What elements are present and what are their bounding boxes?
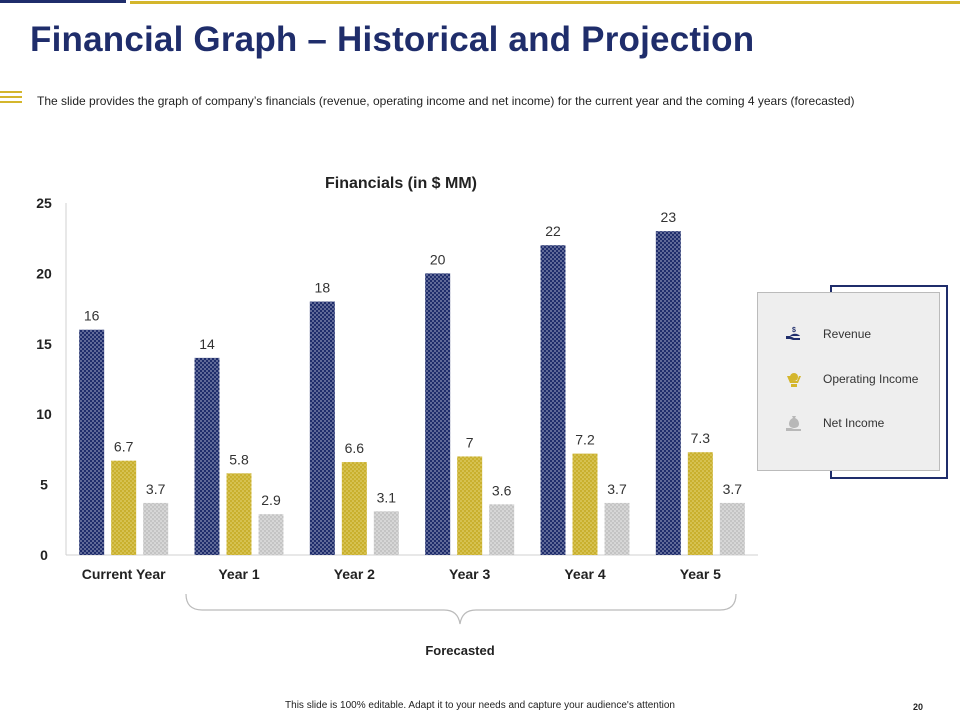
- bar-value-label: 3.1: [377, 489, 397, 505]
- bar-operating-income: [457, 456, 483, 555]
- bar-value-label: 7.3: [691, 430, 711, 446]
- bar-value-label: 6.7: [114, 439, 134, 455]
- bar-value-label: 3.7: [146, 481, 166, 497]
- legend-label: Operating Income: [823, 372, 919, 386]
- y-tick-label: 20: [36, 265, 52, 281]
- legend-item-net-income: Net Income: [785, 413, 884, 433]
- slide-footer: This slide is 100% editable. Adapt it to…: [285, 700, 675, 711]
- bar-operating-income: [687, 452, 713, 555]
- legend-label: Net Income: [823, 416, 885, 430]
- y-tick-label: 10: [36, 406, 52, 422]
- bar-revenue: [425, 273, 451, 555]
- legend-item-revenue: $ Revenue: [785, 324, 871, 344]
- bar-revenue: [79, 329, 105, 555]
- y-tick-label: 15: [36, 336, 52, 352]
- bar-value-label: 7.2: [575, 432, 595, 448]
- bar-value-label: 22: [545, 223, 561, 239]
- legend-label: Revenue: [823, 327, 872, 341]
- menu-lines-icon: [0, 91, 22, 105]
- bar-value-label: 14: [199, 336, 215, 352]
- y-tick-label: 25: [36, 195, 52, 211]
- x-category-label: Year 2: [334, 566, 375, 582]
- bar-value-label: 3.7: [607, 481, 627, 497]
- top-accent-bar-navy: [0, 0, 126, 3]
- hand-money-bag-icon: [786, 416, 801, 431]
- chart-title: Financials (in $ MM): [325, 175, 477, 192]
- slide-title: Financial Graph – Historical and Project…: [30, 20, 755, 59]
- y-tick-label: 0: [40, 547, 48, 563]
- bar-value-label: 7: [466, 434, 474, 450]
- bar-net-income: [373, 511, 399, 555]
- svg-text:$: $: [792, 327, 796, 334]
- bar-net-income: [258, 514, 284, 555]
- x-category-label: Year 1: [218, 566, 259, 582]
- forecast-brace: [185, 593, 737, 625]
- top-accent-bar-gold: [130, 1, 960, 4]
- y-tick-label: 5: [40, 477, 48, 493]
- bar-value-label: 16: [84, 308, 100, 324]
- bar-revenue: [655, 231, 681, 555]
- bar-revenue: [540, 245, 566, 555]
- bar-value-label: 18: [315, 280, 331, 296]
- bar-operating-income: [226, 473, 252, 555]
- hands-coin-icon: [787, 373, 801, 387]
- bar-revenue: [309, 301, 335, 555]
- bar-operating-income: [572, 453, 598, 555]
- bar-value-label: 2.9: [261, 492, 281, 508]
- x-category-label: Year 4: [564, 566, 605, 582]
- bar-operating-income: [341, 462, 367, 555]
- x-category-label: Current Year: [82, 566, 166, 582]
- bar-value-label: 3.6: [492, 482, 512, 498]
- bar-value-label: 20: [430, 251, 446, 267]
- chart-legend: [757, 292, 940, 471]
- bar-value-label: 3.7: [723, 481, 743, 497]
- bar-revenue: [194, 357, 220, 555]
- bar-net-income: [604, 502, 630, 555]
- page-number: 20: [913, 702, 924, 712]
- bar-value-label: 5.8: [229, 451, 249, 467]
- slide-subtitle: The slide provides the graph of company’…: [37, 94, 855, 108]
- bar-operating-income: [111, 460, 137, 555]
- bar-net-income: [719, 502, 745, 555]
- forecast-label: Forecasted: [425, 643, 495, 658]
- bar-net-income: [143, 502, 169, 555]
- legend-item-operating-income: Operating Income: [785, 369, 918, 389]
- x-category-label: Year 5: [680, 566, 721, 582]
- bar-value-label: 6.6: [345, 440, 365, 456]
- hand-dollar-icon: $: [786, 327, 800, 340]
- bar-value-label: 23: [661, 209, 677, 225]
- x-category-label: Year 3: [449, 566, 490, 582]
- bar-net-income: [489, 504, 515, 555]
- financials-bar-chart: Financials (in $ MM) 0 5 10 15 20 25 16 6.7 3.7…: [36, 175, 758, 582]
